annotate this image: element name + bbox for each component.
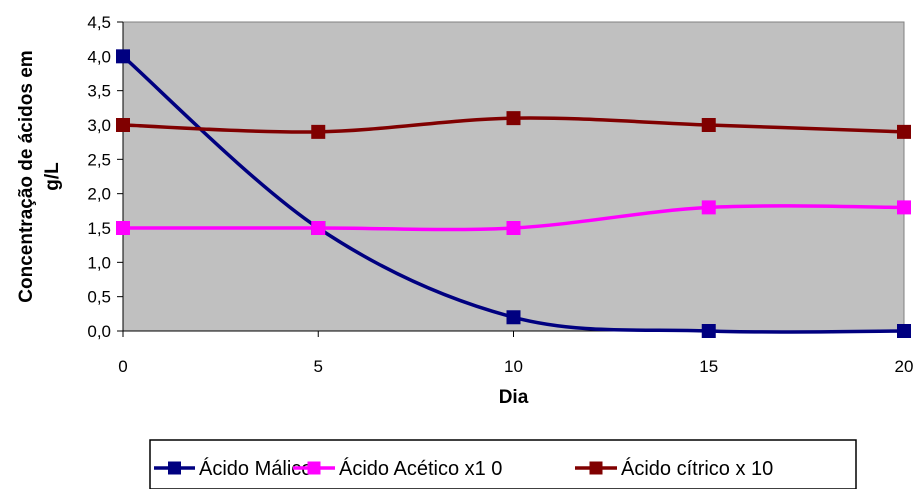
series-1-point	[116, 49, 130, 64]
x-tick-label: 15	[699, 357, 718, 376]
legend-label-2: Ácido Acético x1 0	[339, 457, 502, 480]
series-3-point	[506, 111, 521, 126]
legend-marker-1	[168, 461, 181, 475]
legend-marker-3	[589, 461, 603, 475]
series-1-point	[701, 324, 716, 338]
series-3-point	[116, 118, 130, 132]
legend-label-3: Ácido cítrico x 10	[621, 457, 773, 480]
y-tick-label: 2,5	[87, 150, 111, 169]
y-tick-label: 0,5	[87, 288, 111, 307]
series-2-point	[116, 221, 130, 235]
series-2-point	[897, 200, 911, 215]
series-1-point	[506, 310, 521, 325]
y-tick-label: 1,0	[87, 253, 111, 272]
y-tick-label: 4,5	[87, 13, 111, 32]
plot-area	[122, 21, 905, 332]
series-3-point	[701, 118, 716, 132]
x-tick-label: 0	[118, 357, 127, 376]
series-2-point	[506, 221, 521, 235]
legend-label-1: Ácido Málico	[199, 457, 312, 480]
y-tick-label: 2,0	[87, 185, 111, 204]
x-axis-title: Dia	[499, 387, 529, 408]
series-1-point	[897, 324, 911, 338]
x-tick-label: 10	[504, 357, 523, 376]
y-axis-title-line-2: g/L	[42, 162, 63, 191]
legend-box	[149, 439, 857, 490]
series-3-point	[311, 124, 326, 139]
y-tick-label: 0,0	[87, 322, 111, 341]
legend-marker-2	[307, 461, 321, 475]
series-3-point	[897, 124, 911, 139]
y-tick-label: 1,5	[87, 219, 111, 238]
x-tick-label: 20	[895, 357, 914, 376]
y-tick-label: 4,0	[87, 47, 111, 66]
x-tick-label: 5	[314, 357, 323, 376]
y-axis-title-line-1: Concentração de ácidos em	[16, 50, 37, 302]
y-tick-label: 3,5	[87, 82, 111, 101]
series-2-point	[701, 200, 716, 215]
series-2-point	[311, 221, 326, 235]
y-tick-label: 3,0	[87, 116, 111, 135]
